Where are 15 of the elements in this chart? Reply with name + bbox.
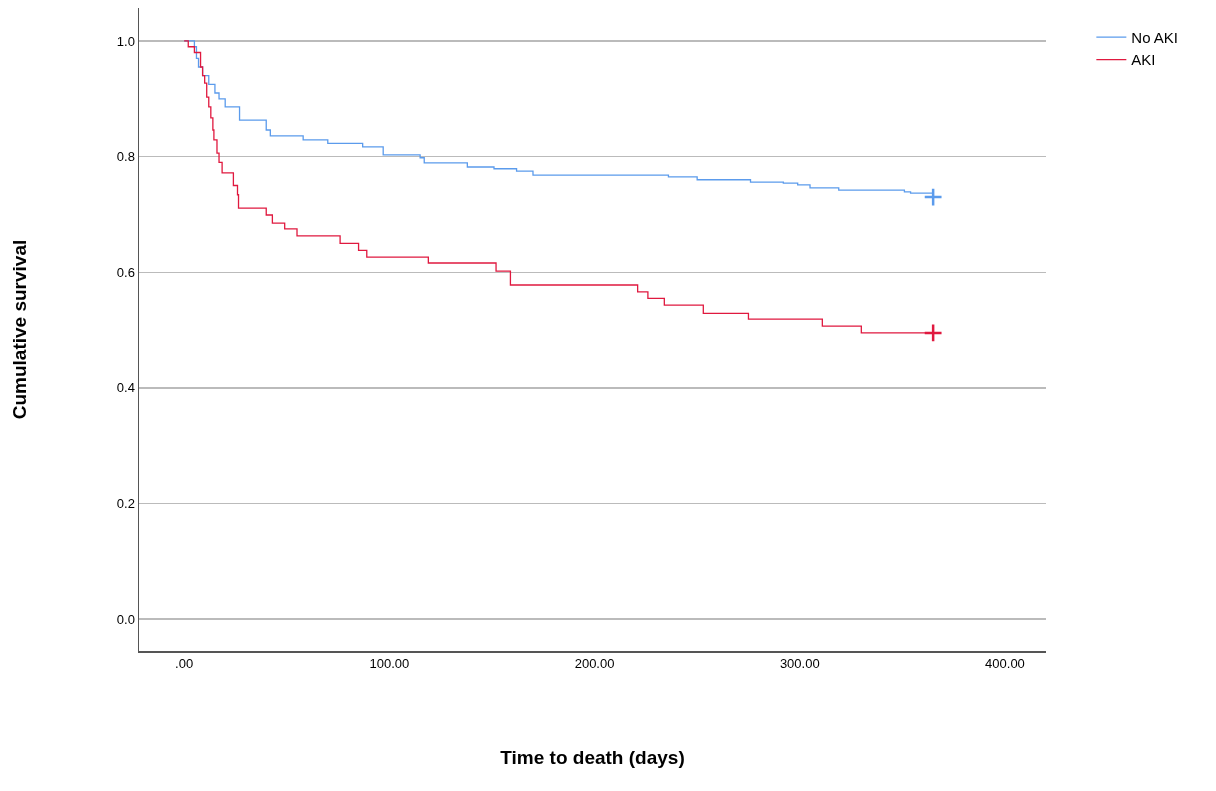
y-tick-label: 0.6 xyxy=(116,264,135,280)
x-tick-label: 400.00 xyxy=(985,656,1025,672)
y-tick-label: 0.8 xyxy=(116,149,135,165)
x-tick-label: .00 xyxy=(175,656,194,672)
x-tick-label: 300.00 xyxy=(779,656,820,672)
y-tick-label: 1.0 xyxy=(116,33,135,49)
legend-label: AKI xyxy=(1131,51,1156,69)
x-tick-label: 200.00 xyxy=(574,656,615,672)
y-tick-label: 0.0 xyxy=(116,611,135,627)
legend-label: No AKI xyxy=(1131,28,1179,46)
y-tick-label: 0.2 xyxy=(116,496,135,512)
x-tick-label: 100.00 xyxy=(369,656,410,672)
x-axis-title: Time to death (days) xyxy=(500,746,685,768)
y-axis-title: Cumulative survival xyxy=(8,239,30,420)
y-tick-label: 0.4 xyxy=(116,380,135,396)
